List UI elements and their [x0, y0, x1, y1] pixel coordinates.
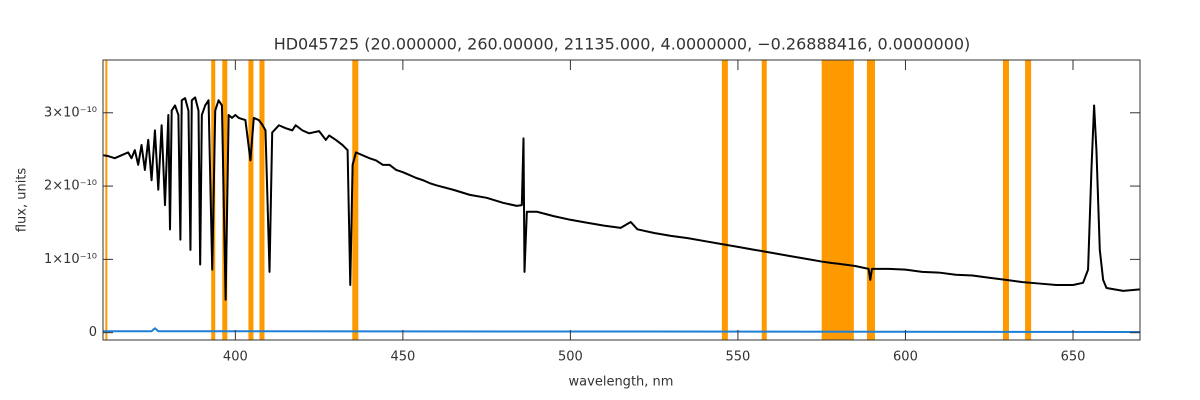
x-tick-label: 450	[390, 350, 415, 365]
x-tick-label: 500	[558, 350, 583, 365]
masked-band	[821, 60, 854, 340]
x-tick-label: 400	[223, 350, 248, 365]
x-tick-label: 650	[1061, 350, 1086, 365]
masked-band	[105, 60, 108, 340]
y-tick-label: 0	[89, 325, 97, 340]
spectrum-line	[103, 327, 1141, 333]
masked-band	[761, 60, 767, 340]
y-tick-label: 3×10⁻¹⁰	[44, 105, 97, 120]
masked-band	[721, 60, 728, 340]
masked-band	[866, 60, 875, 340]
masked-band	[352, 60, 359, 340]
masked-band	[1002, 60, 1009, 340]
chart-title: HD045725 (20.000000, 260.00000, 21135.00…	[274, 35, 971, 54]
plot-frame	[102, 59, 1141, 341]
y-axis-label: flux, units	[15, 168, 30, 233]
masked-band	[1025, 60, 1032, 340]
y-tick-label: 1×10⁻¹⁰	[44, 252, 97, 267]
x-tick-label: 550	[726, 350, 751, 365]
x-axis-label: wavelength, nm	[569, 375, 674, 390]
y-tick-label: 2×10⁻¹⁰	[44, 179, 97, 194]
masked-band	[248, 60, 254, 340]
masked-band	[222, 60, 228, 340]
spectrum-line	[102, 96, 1141, 301]
masked-band	[259, 60, 265, 340]
x-tick-label: 600	[893, 350, 918, 365]
